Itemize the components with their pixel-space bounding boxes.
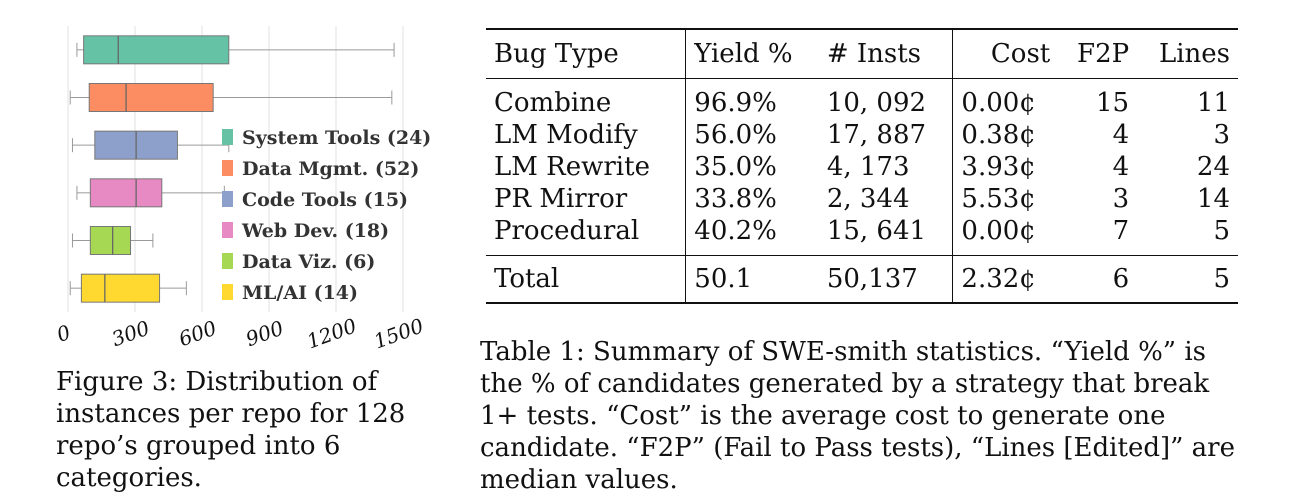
cell-lines: 11 [1196, 88, 1230, 118]
box [83, 35, 230, 65]
cell-cost: 0.38¢ [952, 119, 1059, 151]
header-insts: # Insts [826, 39, 922, 69]
cell-lines: 3 [1213, 120, 1230, 150]
cell-bug-type: Procedural [494, 216, 640, 246]
cell-lines: 5 [1213, 216, 1230, 246]
table-total-row: Total 50.1 50,137 2.32¢ 6 5 [486, 255, 1238, 303]
cell-bug-type: PR Mirror [494, 184, 628, 214]
box [89, 226, 132, 255]
cell-yield: 56.0% [685, 119, 819, 151]
legend-label: Code Tools (15) [242, 189, 408, 211]
total-f2p: 6 [1112, 264, 1130, 294]
cell-f2p: 3 [1112, 184, 1130, 214]
legend-label: Data Mgmt. (52) [242, 158, 419, 180]
legend-label: ML/AI (14) [242, 282, 358, 304]
legend-label: System Tools (24) [242, 127, 431, 149]
x-tick-label: 0 [54, 320, 74, 347]
stats-table: Bug Type Yield % # Insts Cost F2P Lines … [486, 28, 1238, 304]
table-caption: Table 1: Summary of SWE-smith statistics… [480, 337, 1235, 495]
table-row: Combine 96.9% 10, 092 0.00¢ 15 11 [486, 78, 1238, 119]
legend-swatch [222, 284, 233, 300]
box [89, 178, 163, 208]
legend-swatch [222, 191, 233, 207]
cell-insts: 15, 641 [826, 216, 927, 246]
legend-swatch [222, 222, 233, 238]
total-cost: 2.32¢ [952, 255, 1059, 303]
total-yield: 50.1 [685, 255, 819, 303]
legend-swatch [222, 160, 233, 176]
cell-cost: 3.93¢ [952, 151, 1059, 183]
cell-yield: 96.9% [685, 78, 819, 119]
cell-f2p: 4 [1112, 120, 1130, 150]
cell-bug-type: LM Modify [494, 120, 638, 150]
table-1: Bug Type Yield % # Insts Cost F2P Lines … [486, 28, 1238, 304]
boxplot-chart: 0 300 600 900 1200 1500 System Tools (24) Data … [54, 26, 431, 353]
cell-yield: 33.8% [685, 183, 819, 215]
figure-3: 0 300 600 900 1200 1500 System Tools (24) Data … [0, 0, 470, 498]
total-lines: 5 [1213, 264, 1230, 294]
legend-label: Data Viz. (6) [242, 251, 375, 273]
cell-cost: 0.00¢ [952, 78, 1059, 119]
table-header-row: Bug Type Yield % # Insts Cost F2P Lines [486, 29, 1238, 79]
figure-caption: Figure 3: Distribution of instances per … [56, 367, 406, 493]
x-tick-label: 300 [109, 316, 153, 352]
cell-cost: 5.53¢ [952, 183, 1059, 215]
cell-f2p: 15 [1096, 88, 1130, 118]
x-tick-label: 900 [243, 316, 287, 352]
cell-insts: 10, 092 [826, 88, 927, 118]
cell-lines: 14 [1196, 184, 1230, 214]
cell-f2p: 7 [1112, 216, 1130, 246]
cell-bug-type: Combine [494, 88, 612, 118]
cell-insts: 2, 344 [826, 184, 910, 214]
cell-insts: 4, 173 [826, 152, 910, 182]
header-lines: Lines [1158, 39, 1230, 69]
cell-lines: 24 [1196, 152, 1230, 182]
cell-yield: 40.2% [685, 215, 819, 256]
header-bug-type: Bug Type [494, 39, 619, 69]
cell-f2p: 4 [1112, 152, 1130, 182]
cell-insts: 17, 887 [826, 120, 927, 150]
legend-swatch [222, 129, 233, 145]
table-row: LM Rewrite 35.0% 4, 173 3.93¢ 4 24 [486, 151, 1238, 183]
box [80, 273, 161, 303]
box [88, 83, 214, 112]
cell-yield: 35.0% [685, 151, 819, 183]
x-tick-label: 600 [176, 316, 220, 352]
total-insts: 50,137 [826, 264, 918, 294]
table-row: LM Modify 56.0% 17, 887 0.38¢ 4 3 [486, 119, 1238, 151]
table-row: Procedural 40.2% 15, 641 0.00¢ 7 5 [486, 215, 1238, 256]
header-cost: Cost [952, 29, 1059, 79]
legend-label: Web Dev. (18) [241, 220, 389, 242]
x-tick-label: 1200 [304, 313, 360, 353]
legend-swatch [222, 253, 233, 269]
table-row: PR Mirror 33.8% 2, 344 5.53¢ 3 14 [486, 183, 1238, 215]
cell-cost: 0.00¢ [952, 215, 1059, 256]
x-tick-label: 1500 [371, 313, 427, 353]
cell-bug-type: LM Rewrite [494, 152, 650, 182]
header-yield: Yield % [685, 29, 819, 79]
total-label: Total [494, 264, 560, 294]
header-f2p: F2P [1077, 39, 1130, 69]
